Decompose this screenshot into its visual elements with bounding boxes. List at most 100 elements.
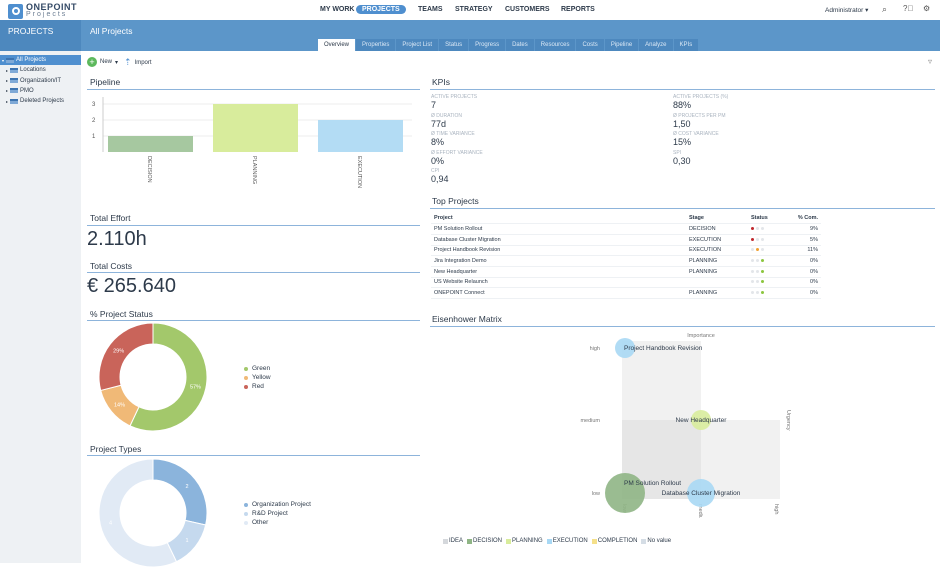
project-name[interactable]: New Headquarter [431,266,686,278]
nav-customers[interactable]: CUSTOMERS [505,6,550,13]
settings-icon[interactable]: ⚙ [923,4,931,13]
kpi-value: 77d [431,118,447,129]
tree-item-organization-it[interactable]: ▸ Organization/IT [0,76,81,86]
tree-item-all-projects[interactable]: ▾ All Projects [0,55,81,65]
slice-green[interactable] [129,322,208,432]
nav-teams[interactable]: TEAMS [418,6,443,13]
tree-item-locations[interactable]: ▸ Locations [0,65,81,75]
tab-status[interactable]: Status [439,39,469,51]
table-row[interactable]: PM Solution Rollout DECISION 9% [431,223,821,235]
percent-complete: 5% [793,234,821,246]
slice-label: 29% [113,348,124,354]
legend-item[interactable]: DECISION [467,538,502,544]
nav-reports[interactable]: REPORTS [561,6,595,13]
tab-overview[interactable]: Overview [318,39,356,51]
tab-project-list[interactable]: Project List [396,39,439,51]
legend-item[interactable]: Red [244,382,271,391]
column-header[interactable]: Stage [686,213,748,225]
bar-planning[interactable] [213,104,298,152]
table-row[interactable]: Project Handbook Revision EXECUTION 11% [431,245,821,257]
trash-folder-icon [10,98,19,104]
tree-item-pmo[interactable]: ▸ PMO [0,86,81,96]
search-icon[interactable]: ⌕ [882,4,888,14]
slice-other[interactable] [98,458,178,568]
user-menu[interactable]: Administrator ▾ [825,7,869,14]
column-header[interactable]: % Com. [793,213,821,225]
caret-right-icon[interactable]: ▸ [6,88,9,94]
bubble-new-headquarter[interactable] [691,410,711,430]
column-header[interactable]: Status [748,213,793,225]
bar-decision[interactable] [108,136,193,152]
legend-item[interactable]: COMPLETION [591,538,637,544]
slice-organization-project[interactable] [152,458,208,526]
logo-title: ONEPOINT [26,2,78,12]
tree-item-deleted-projects[interactable]: ▸ Deleted Projects [0,96,81,106]
column-header[interactable]: Project [431,213,686,225]
table-row[interactable]: ONEPOINT Connect PLANNING 0% [431,287,821,299]
help-icon[interactable]: ?⃝ [903,4,914,13]
caret-right-icon[interactable]: ▸ [6,98,9,104]
project-name[interactable]: Database Cluster Migration [431,234,686,246]
nav-my-work[interactable]: MY WORK [320,6,355,13]
project-name[interactable]: Project Handbook Revision [431,245,686,257]
project-name[interactable]: PM Solution Rollout [431,223,686,235]
logo[interactable]: ONEPOINT Projects [8,3,77,19]
bar-execution[interactable] [318,120,403,152]
caret-right-icon[interactable]: ▸ [6,67,9,73]
total-costs-title: Total Costs [90,261,133,271]
slice-red[interactable] [98,322,154,392]
legend-item[interactable]: Green [244,364,271,373]
legend-label: PLANNING [512,538,543,544]
table-row[interactable]: US Website Relaunch 0% [431,277,821,289]
legend-item[interactable]: Organization Project [244,500,311,509]
filter-icon[interactable]: ▿ [928,57,933,66]
kpi-label: Ø TIME VARIANCE [431,131,475,137]
y-tick: 3 [92,102,96,108]
new-button[interactable]: + New ▾ [87,57,118,67]
project-name[interactable]: ONEPOINT Connect [431,287,686,299]
legend-item[interactable]: Yellow [244,373,271,382]
legend-swatch [244,511,248,516]
status-indicator [748,234,793,246]
percent-complete: 9% [793,223,821,235]
legend-item[interactable]: R&D Project [244,509,311,518]
project-name[interactable]: Jira Integration Demo [431,255,686,267]
table-row[interactable]: Jira Integration Demo PLANNING 0% [431,255,821,267]
tab-properties[interactable]: Properties [356,39,396,51]
table-row[interactable]: Database Cluster Migration EXECUTION 5% [431,234,821,246]
tab-dates[interactable]: Dates [506,39,534,51]
bubble-database-cluster-migration[interactable] [687,479,715,507]
tab-pipeline[interactable]: Pipeline [604,39,639,51]
import-button[interactable]: ⇡ Import [124,57,152,68]
project-stage: EXECUTION [686,245,748,257]
project-name[interactable]: US Website Relaunch [431,277,686,289]
bubble-pm-solution-rollout[interactable] [605,473,645,513]
nav-projects[interactable]: PROJECTS [356,5,406,14]
tab-progress[interactable]: Progress [469,39,506,51]
status-dot-yellow [756,227,759,231]
project-status-title: % Project Status [90,309,153,319]
tab-costs[interactable]: Costs [576,39,604,51]
legend-item[interactable]: EXECUTION [546,538,588,544]
bubble-project-handbook-revision[interactable] [615,338,635,358]
tab-analyze[interactable]: Analyze [639,39,673,51]
tab-kpis[interactable]: KPIs [673,39,699,51]
legend-swatch [506,538,512,544]
tab-resources[interactable]: Resources [534,39,576,51]
divider [430,208,935,209]
legend-item[interactable]: Other [244,518,311,527]
y-tick: high [590,346,600,352]
caret-right-icon[interactable]: ▸ [6,78,9,84]
status-dot-red [751,259,754,263]
nav-strategy[interactable]: STRATEGY [455,6,493,13]
legend-item[interactable]: IDEA [443,538,463,544]
kpi-item: Ø TIME VARIANCE 8% [431,131,475,147]
table-row[interactable]: New Headquarter PLANNING 0% [431,266,821,278]
caret-down-icon[interactable]: ▾ [2,57,5,63]
bubble-label: PM Solution Rollout [624,480,681,487]
legend-item[interactable]: No value [641,538,671,544]
folder-icon [10,88,19,94]
legend-label: IDEA [449,538,464,544]
legend-item[interactable]: PLANNING [506,538,543,544]
divider [430,89,935,90]
